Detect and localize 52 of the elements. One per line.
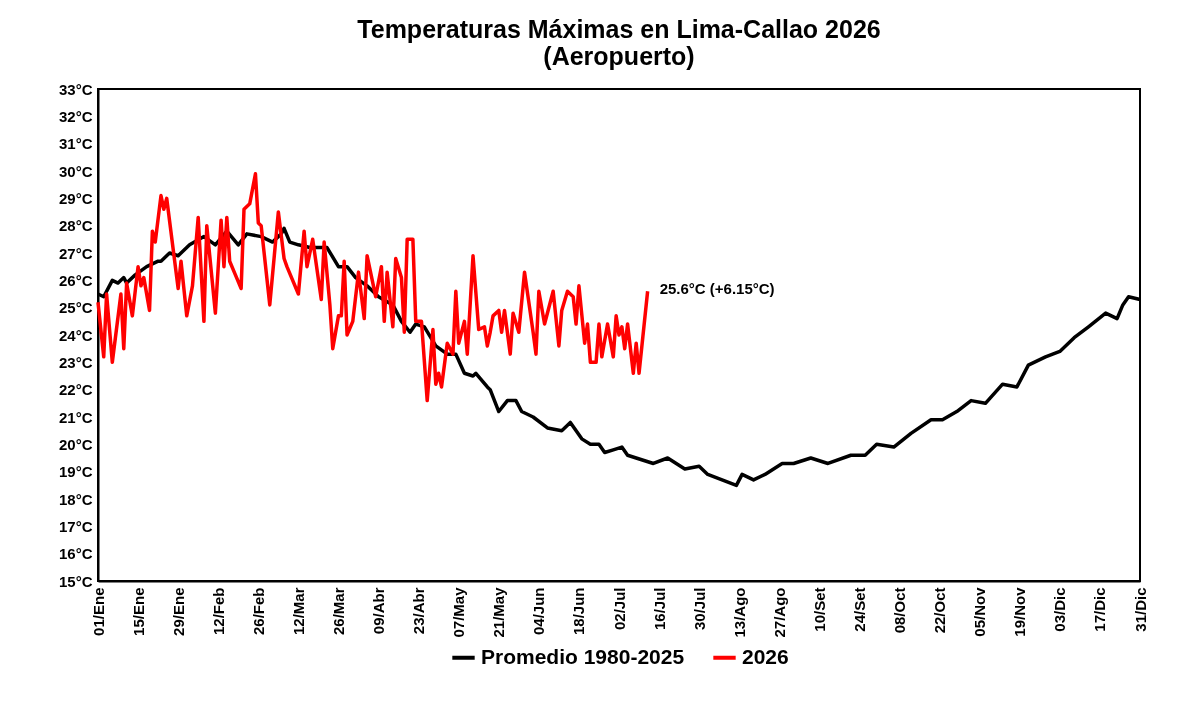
y-tick-label: 21°C — [58, 408, 93, 426]
y-tick-label: 33°C — [58, 80, 93, 98]
chart-title: Temperaturas Máximas en Lima-Callao 2026 — [357, 15, 881, 43]
y-tick-label: 22°C — [58, 381, 93, 399]
y-tick-label: 17°C — [58, 517, 93, 535]
x-tick-label: 09/Abr — [370, 587, 388, 635]
y-tick-label: 30°C — [58, 162, 93, 180]
line-series — [96, 171, 650, 403]
y-tick-label: 23°C — [58, 353, 93, 371]
annotation: 25.6°C (+6.15°C) — [659, 280, 775, 298]
x-tick-label: 13/Ago — [730, 587, 748, 638]
x-tick-label: 07/May — [450, 586, 468, 638]
x-tick-label: 21/May — [490, 586, 508, 638]
x-tick-label: 08/Oct — [891, 587, 909, 634]
x-tick-label: 02/Jul — [610, 587, 628, 631]
x-tick-label: 05/Nov — [971, 586, 989, 637]
x-tick-label: 03/Dic — [1051, 587, 1069, 632]
legend-label: Promedio 1980-2025 — [481, 644, 685, 668]
x-tick-label: 22/Oct — [931, 587, 949, 634]
y-tick-label: 29°C — [58, 189, 93, 207]
legend-label: 2026 — [742, 644, 789, 668]
x-tick-label: 16/Jul — [650, 587, 668, 631]
y-tick-label: 24°C — [58, 326, 93, 344]
x-tick-label: 01/Ene — [89, 587, 107, 636]
y-tick-label: 26°C — [58, 271, 93, 289]
x-tick-label: 27/Ago — [770, 587, 788, 638]
x-tick-label: 12/Feb — [209, 587, 227, 636]
x-tick-label: 31/Dic — [1131, 587, 1149, 632]
x-tick-label: 18/Jun — [570, 587, 588, 636]
x-tick-label: 24/Set — [850, 587, 868, 632]
x-tick-label: 19/Nov — [1011, 586, 1029, 637]
y-tick-label: 16°C — [58, 545, 93, 563]
x-tick-label: 12/Mar — [289, 587, 307, 636]
y-tick-label: 19°C — [58, 463, 93, 481]
x-tick-label: 17/Dic — [1091, 587, 1109, 632]
x-tick-label: 30/Jul — [690, 587, 708, 631]
x-tick-label: 26/Feb — [249, 587, 267, 636]
y-tick-label: 20°C — [58, 435, 93, 453]
y-tick-label: 27°C — [58, 244, 93, 262]
y-tick-label: 25°C — [58, 299, 93, 317]
chart-subtitle: (Aeropuerto) — [543, 42, 695, 70]
y-tick-label: 28°C — [58, 217, 93, 235]
y-tick-label: 32°C — [58, 107, 93, 125]
y-tick-label: 15°C — [58, 572, 93, 590]
x-tick-label: 26/Mar — [329, 587, 347, 636]
y-tick-label: 18°C — [58, 490, 93, 508]
y-tick-label: 31°C — [58, 135, 93, 153]
x-tick-label: 04/Jun — [530, 587, 548, 636]
x-tick-label: 23/Abr — [410, 587, 428, 635]
x-tick-label: 29/Ene — [169, 587, 187, 636]
x-tick-label: 10/Set — [810, 587, 828, 632]
x-tick-label: 15/Ene — [129, 587, 147, 636]
